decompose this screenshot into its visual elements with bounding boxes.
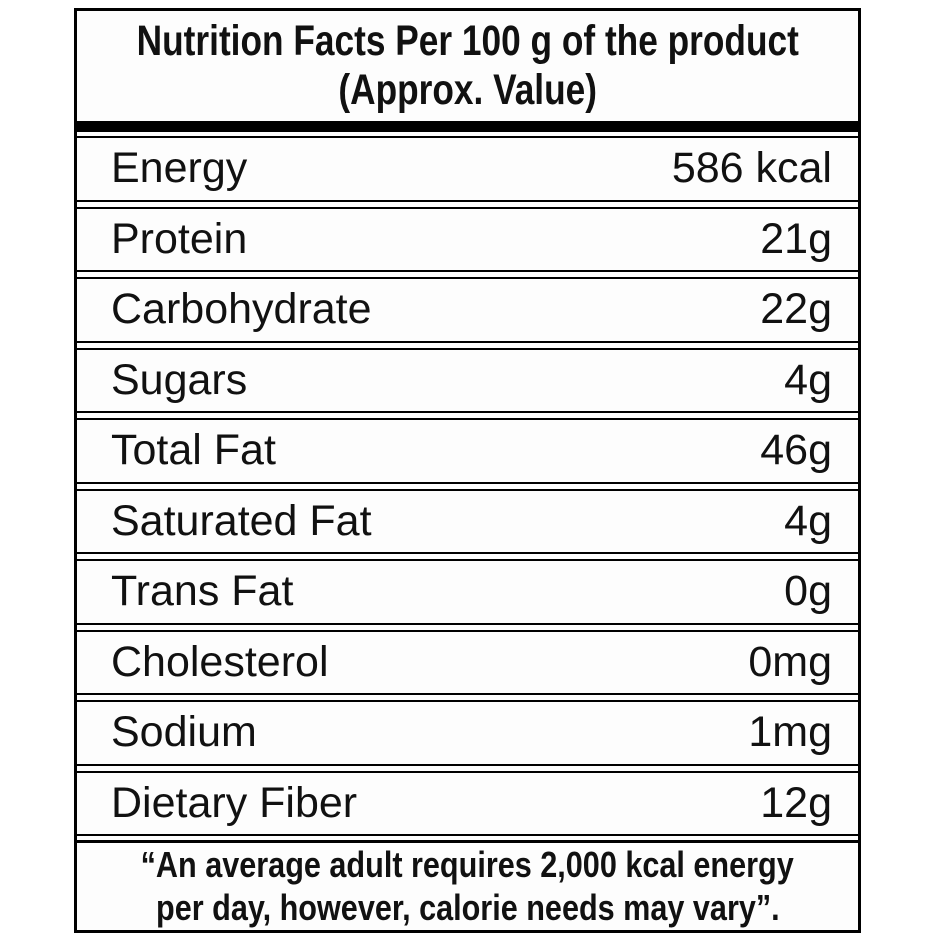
table-row-energy: Energy 586 kcal — [77, 136, 858, 202]
disclaimer-footer: “An average adult requires 2,000 kcal en… — [77, 840, 858, 930]
header-title-line2: (Approx. Value) — [338, 66, 597, 114]
table-row-cholesterol: Cholesterol 0mg — [77, 629, 858, 695]
row-value: 21g — [760, 214, 832, 263]
header-title-line1: Nutrition Facts Per 100 g of the product — [136, 17, 799, 66]
row-value: 0mg — [748, 637, 832, 686]
nutrition-facts-label: Nutrition Facts Per 100 g of the product… — [74, 8, 861, 933]
row-value: 0g — [784, 567, 832, 616]
row-label: Energy — [111, 144, 248, 193]
row-label: Carbohydrate — [111, 285, 372, 334]
table-row-protein: Protein 21g — [77, 206, 858, 272]
row-value: 22g — [760, 285, 832, 334]
row-label: Trans Fat — [111, 567, 294, 616]
table-row-total-fat: Total Fat 46g — [77, 418, 858, 484]
nutrient-rows: Energy 586 kcal Protein 21g Carbohydrate… — [77, 132, 858, 840]
row-label: Dietary Fiber — [111, 778, 358, 827]
row-label: Protein — [111, 214, 248, 263]
row-label: Saturated Fat — [111, 496, 372, 545]
table-row-dietary-fiber: Dietary Fiber 12g — [77, 770, 858, 836]
table-row-sugars: Sugars 4g — [77, 347, 858, 413]
table-row-saturated-fat: Saturated Fat 4g — [77, 488, 858, 554]
table-row-carbohydrate: Carbohydrate 22g — [77, 277, 858, 343]
row-value: 586 kcal — [671, 144, 832, 193]
disclaimer-line2: per day, however, calorie needs may vary… — [155, 886, 780, 928]
table-row-sodium: Sodium 1mg — [77, 700, 858, 766]
row-label: Total Fat — [111, 426, 276, 475]
row-label: Cholesterol — [111, 637, 329, 686]
row-label: Sodium — [111, 708, 257, 757]
row-value: 46g — [760, 426, 832, 475]
row-value: 4g — [784, 355, 832, 404]
row-value: 1mg — [748, 708, 832, 757]
disclaimer-line1: “An average adult requires 2,000 kcal en… — [140, 844, 795, 886]
table-row-trans-fat: Trans Fat 0g — [77, 559, 858, 625]
header-divider-bar — [77, 121, 858, 132]
row-value: 4g — [784, 496, 832, 545]
table-header: Nutrition Facts Per 100 g of the product… — [77, 11, 858, 121]
row-label: Sugars — [111, 355, 248, 404]
row-value: 12g — [760, 778, 832, 827]
